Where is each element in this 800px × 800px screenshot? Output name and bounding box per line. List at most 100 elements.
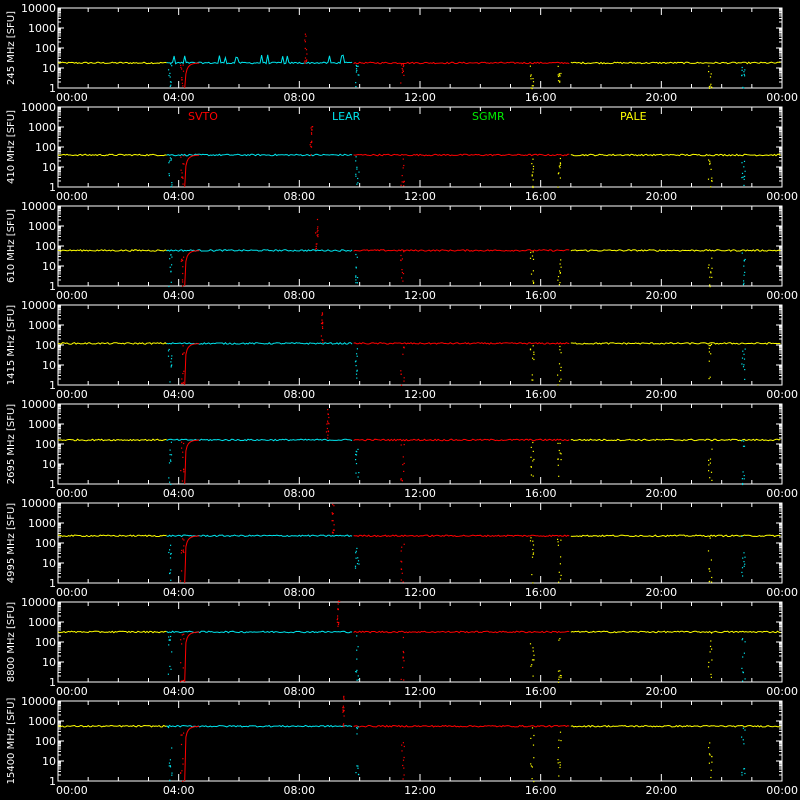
- panel-3: 1 10 100 1000 10000 00:00 04:00 08:00 12:00 16:00…: [6, 200, 798, 302]
- dropout-point: [741, 667, 743, 669]
- flare-point: [332, 513, 334, 515]
- dropout-point: [180, 169, 182, 171]
- dropout-point: [170, 254, 172, 256]
- dropout-point: [171, 182, 173, 184]
- flare-point: [342, 709, 344, 711]
- flare-point: [327, 430, 329, 432]
- flare-point: [310, 142, 312, 144]
- dropout-point: [532, 475, 534, 477]
- dropout-point: [180, 662, 182, 664]
- dropout-point: [168, 639, 170, 641]
- flare-point: [343, 710, 345, 712]
- x-tick-label: 00:00: [766, 784, 798, 797]
- dropout-point: [558, 363, 561, 365]
- x-tick-label: 08:00: [283, 586, 315, 599]
- dropout-point: [742, 575, 744, 577]
- y-axis-label: 1415 MHz [SFU]: [6, 305, 17, 386]
- flare-point: [317, 230, 319, 232]
- x-tick-label: 16:00: [525, 190, 557, 203]
- dropout-point: [710, 272, 712, 274]
- y-tick-label: 10: [42, 359, 56, 372]
- dropout-point: [743, 73, 745, 75]
- x-tick-label: 00:00: [56, 190, 88, 203]
- dropout-point: [183, 551, 185, 553]
- flare-point: [337, 617, 339, 619]
- y-axis-label: 610 MHz [SFU]: [6, 209, 17, 283]
- dropout-point: [180, 470, 182, 472]
- flare-point: [304, 62, 306, 64]
- dropout-point: [742, 656, 744, 658]
- dropout-point: [560, 259, 562, 261]
- dropout-point: [710, 186, 712, 188]
- x-tick-label: 00:00: [56, 685, 88, 698]
- dropout-point: [169, 665, 171, 667]
- dropout-point: [402, 353, 404, 355]
- dropout-point: [356, 183, 358, 185]
- dropout-point: [743, 87, 745, 89]
- dropout-point: [355, 266, 357, 268]
- dropout-point: [181, 680, 183, 682]
- dropout-point: [401, 561, 403, 563]
- dropout-point: [401, 68, 403, 70]
- dropout-point: [182, 285, 184, 287]
- dropout-point: [559, 74, 561, 76]
- dropout-point: [400, 373, 402, 375]
- series-trace-lear: [166, 249, 353, 252]
- dropout-point: [560, 72, 562, 75]
- dropout-point: [531, 379, 533, 381]
- dropout-point: [168, 636, 170, 638]
- dropout-point: [743, 166, 745, 168]
- flare-point: [327, 437, 329, 439]
- dropout-point: [532, 450, 534, 452]
- y-tick-label: 10: [42, 656, 56, 669]
- flare-point: [333, 524, 335, 526]
- dropout-point: [530, 446, 532, 448]
- dropout-point: [710, 673, 712, 675]
- panel-8: 1 10 100 1000 10000 00:00 04:00 08:00 12:00 16:00…: [6, 695, 798, 797]
- flare-point: [342, 707, 344, 709]
- dropout-point: [169, 766, 172, 768]
- flare-point: [328, 416, 330, 419]
- x-tick-label: 08:00: [283, 388, 315, 401]
- dropout-point: [532, 258, 535, 260]
- series-trace-svto: [184, 631, 200, 683]
- dropout-point: [354, 565, 357, 567]
- dropout-point: [744, 258, 746, 261]
- y-tick-label: 1: [49, 181, 56, 194]
- dropout-point: [183, 155, 185, 157]
- flare-point: [337, 600, 340, 602]
- dropout-point: [532, 280, 534, 282]
- dropout-point: [741, 639, 743, 641]
- dropout-point: [168, 162, 170, 164]
- dropout-point: [168, 762, 171, 764]
- dropout-point: [358, 74, 360, 76]
- dropout-point: [179, 680, 182, 683]
- dropout-point: [169, 549, 171, 551]
- dropout-point: [741, 571, 743, 573]
- dropout-point: [355, 82, 357, 84]
- dropout-point: [402, 778, 404, 780]
- dropout-point: [560, 459, 562, 461]
- dropout-point: [169, 258, 171, 260]
- dropout-point: [532, 441, 534, 444]
- dropout-point: [742, 445, 745, 447]
- dropout-point: [742, 638, 744, 640]
- series-trace-svto: [353, 724, 570, 728]
- dropout-point: [711, 276, 713, 278]
- dropout-point: [741, 440, 743, 442]
- dropout-point: [400, 64, 403, 66]
- flare-point: [310, 145, 312, 148]
- dropout-point: [557, 74, 559, 76]
- x-tick-label: 00:00: [766, 289, 798, 302]
- dropout-point: [742, 284, 745, 286]
- series-trace-lear: [166, 54, 353, 65]
- x-tick-label: 00:00: [56, 388, 88, 401]
- dropout-point: [170, 579, 172, 581]
- dropout-point: [531, 374, 533, 376]
- dropout-point: [560, 366, 562, 368]
- dropout-point: [181, 447, 183, 449]
- y-tick-label: 10000: [21, 200, 56, 213]
- dropout-point: [355, 671, 357, 673]
- y-tick-label: 1000: [28, 517, 56, 530]
- flare-point: [309, 144, 311, 146]
